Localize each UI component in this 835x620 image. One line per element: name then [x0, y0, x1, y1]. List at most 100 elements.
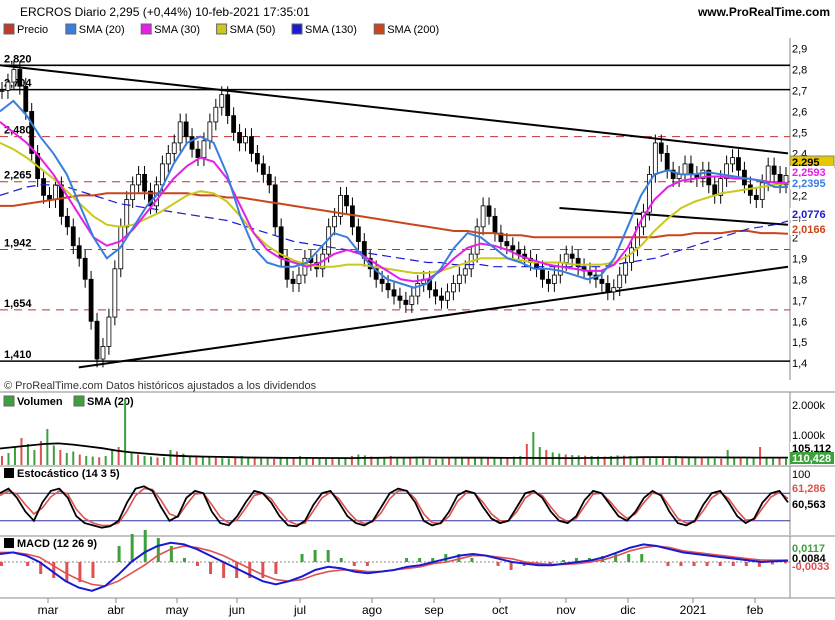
volume-bar — [130, 453, 133, 465]
candle-body — [646, 173, 652, 213]
volume-bar — [473, 457, 476, 465]
volume-bar — [564, 454, 567, 465]
volume-bar — [162, 457, 165, 465]
volume-bar — [175, 451, 178, 465]
sma200-line — [0, 192, 789, 239]
legend-label: SMA (20) — [79, 24, 125, 36]
value-badge — [790, 223, 834, 235]
candle-body — [142, 173, 147, 192]
candle-body — [688, 163, 694, 175]
volume-bar — [188, 456, 191, 465]
stoch-y-tick-label: 100 — [792, 469, 810, 481]
volume-bar — [402, 457, 405, 465]
candle-body — [266, 173, 272, 186]
volume-bar — [642, 456, 645, 465]
volume-bar — [694, 457, 697, 465]
volume-bar — [111, 450, 114, 465]
candle-body — [557, 262, 563, 276]
candle-body — [397, 295, 403, 301]
candle-body — [540, 268, 545, 280]
candle-body — [450, 283, 456, 293]
macd-histogram-bar — [209, 562, 213, 574]
candle-body — [504, 241, 510, 247]
volume-bar — [344, 457, 347, 465]
volume-bar — [33, 450, 36, 465]
price-panel: 1,41,51,61,71,81,922,12,22,32,42,52,62,7… — [0, 23, 835, 380]
macd-histogram-bar — [182, 558, 186, 562]
legend-swatch-icon — [216, 23, 228, 35]
legend-swatch-icon — [140, 23, 152, 35]
value-badge-label: 0,0117 — [792, 543, 825, 555]
candle-body — [718, 178, 724, 196]
volume-bar — [208, 457, 211, 465]
candle-body — [344, 194, 349, 207]
candle-body — [599, 278, 605, 284]
volume-bar — [674, 456, 677, 465]
volume-bar — [169, 450, 172, 465]
price-y-tick-label: 2 — [792, 232, 798, 244]
value-badge-label: 110,428 — [792, 453, 831, 465]
legend-swatch-icon — [65, 23, 77, 35]
candle-body — [712, 184, 718, 196]
volume-bar — [324, 459, 327, 465]
source-note: © ProRealTime.com Datos históricos ajust… — [4, 380, 317, 392]
volume-bar — [629, 456, 632, 465]
site-link[interactable]: www.ProRealTime.com — [697, 5, 830, 19]
level-label: 2,265 — [4, 170, 32, 182]
macd-histogram-bar — [365, 562, 369, 566]
macd-histogram-bar — [274, 562, 278, 574]
candle-body — [415, 283, 421, 297]
candle-body — [510, 245, 516, 251]
macd-histogram-bar — [300, 554, 304, 562]
volume-bar — [720, 458, 723, 465]
volume-sma-line — [0, 442, 788, 460]
x-tick-label: feb — [747, 603, 764, 617]
volume-bar — [383, 457, 386, 465]
volume-bar — [461, 456, 464, 465]
candle-body — [551, 274, 557, 284]
volume-bar — [759, 447, 762, 465]
value-badge-label: 2,2593 — [792, 167, 826, 179]
x-tick-label: dic — [620, 603, 635, 617]
volume-bar — [273, 459, 276, 465]
candle-body — [237, 132, 242, 144]
macd-histogram-bar — [744, 562, 748, 566]
volume-bar — [584, 455, 587, 465]
candle-body — [195, 148, 201, 158]
legend-swatch-icon — [291, 23, 303, 35]
macd-histogram-bar — [418, 558, 422, 562]
volume-bar — [124, 399, 127, 465]
legend-swatch-icon — [3, 395, 15, 407]
volume-bar — [635, 456, 638, 465]
candle-body — [272, 184, 278, 228]
candle-body — [231, 115, 237, 133]
legend-label: SMA (50) — [230, 24, 276, 36]
volume-bar — [350, 456, 353, 465]
macd-histogram-bar — [561, 560, 565, 562]
volume-bar — [435, 459, 438, 465]
macd-histogram-bar — [143, 530, 147, 562]
candle-body — [617, 274, 623, 289]
candle-body — [88, 278, 94, 322]
macd-histogram-bar — [65, 562, 69, 582]
x-tick-label: ago — [362, 603, 382, 617]
macd-histogram-bar — [52, 562, 56, 578]
macd-histogram-bar — [261, 562, 265, 578]
stoch-k-line — [0, 485, 789, 529]
volume-bar — [52, 445, 55, 465]
macd-histogram-bar — [91, 562, 95, 578]
candle-body — [249, 136, 254, 154]
volume-bar — [156, 457, 159, 465]
price-y-tick-label: 1,6 — [792, 316, 807, 328]
value-badge-label: 2,2395 — [792, 178, 826, 190]
candle-body — [439, 295, 444, 301]
macd-histogram-bar — [496, 562, 500, 566]
candle-body — [171, 142, 177, 154]
candle-body — [225, 94, 231, 117]
volume-bar — [532, 432, 535, 465]
candle-body — [100, 346, 106, 360]
volume-bar — [713, 458, 716, 465]
volume-bar — [65, 453, 68, 465]
x-tick-label: jul — [293, 603, 306, 617]
